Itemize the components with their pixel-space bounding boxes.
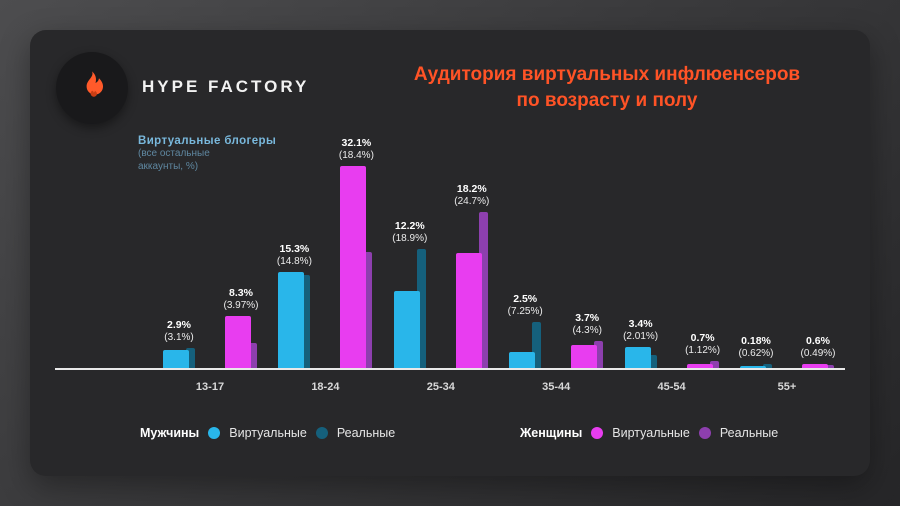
men-real-bar: [186, 348, 195, 368]
women-virtual-bar: [225, 315, 251, 368]
women-virtual-bar: [802, 364, 828, 368]
women-value-label: 0.7% (1.12%): [685, 331, 721, 356]
brand-logo: [56, 52, 128, 124]
bar-group-18-24: 15.3% (14.8%) 32.1% (18.4%) 18-24: [265, 137, 385, 393]
women-virtual-bar: [686, 363, 713, 368]
women-value-label: 8.3% (3.97%): [223, 286, 259, 311]
bar-group-13-17: 2.9% (3.1%) 8.3% (3.97%) 13-17: [150, 287, 270, 393]
women-real-dot-icon: [698, 427, 711, 439]
category-label: 18-24: [311, 381, 340, 393]
women-real-bar: [825, 364, 834, 368]
annotation-heading: Виртуальные блогеры: [138, 135, 277, 147]
men-real-bar: [301, 274, 311, 368]
men-pair: 2.9% (3.1%): [163, 319, 195, 368]
women-real-bar: [594, 340, 604, 368]
chart-panel: HYPE FACTORY Аудитория виртуальных инфлю…: [30, 30, 870, 476]
men-value-label: 0.18% (0.62%): [738, 335, 774, 360]
page-title: Аудитория виртуальных инфлюенсеров по во…: [372, 62, 842, 113]
legend-women-virtual-label: Виртуальные: [612, 426, 690, 440]
women-real-bar: [709, 360, 719, 368]
men-pair: 0.18% (0.62%): [738, 335, 774, 368]
category-label: 35-44: [542, 381, 571, 393]
legend-men-title: Мужчины: [140, 426, 200, 440]
women-pair: 3.7% (4.3%): [571, 312, 604, 368]
women-value-label: 3.7% (4.3%): [572, 311, 602, 336]
women-virtual-bar: [455, 253, 482, 368]
men-real-bar: [416, 248, 426, 368]
men-virtual-dot-icon: [208, 427, 221, 439]
men-virtual-bar: [509, 352, 536, 368]
women-virtual-dot-icon: [591, 427, 604, 439]
men-value-label: 15.3% (14.8%): [276, 242, 312, 267]
page-title-line1: Аудитория виртуальных инфлюенсеров: [413, 64, 801, 85]
bar-group-25-34: 12.2% (18.9%) 18.2% (24.7%) 25-34: [381, 183, 501, 393]
women-pair: 8.3% (3.97%): [223, 287, 259, 368]
women-real-bar: [248, 343, 257, 368]
brand-name: HYPE FACTORY: [142, 77, 310, 96]
legend-women-title: Женщины: [520, 426, 583, 440]
category-label: 45-54: [657, 381, 686, 393]
legend: Мужчины Виртуальные Реальные Женщины Вир…: [30, 426, 870, 444]
legend-men: Мужчины Виртуальные Реальные: [140, 426, 395, 440]
men-pair: 15.3% (14.8%): [277, 243, 312, 368]
men-virtual-bar: [740, 366, 766, 368]
men-pair: 12.2% (18.9%): [392, 220, 427, 368]
category-label: 55+: [777, 381, 797, 393]
men-value-label: 3.4% (2.01%): [623, 317, 659, 342]
legend-women-real-label: Реальные: [719, 426, 779, 440]
women-pair: 0.6% (0.49%): [800, 335, 836, 368]
men-real-bar: [763, 364, 772, 368]
men-real-bar: [647, 355, 657, 368]
bar-group-35-44: 2.5% (7.25%) 3.7% (4.3%) 35-44: [496, 293, 616, 393]
women-pair: 18.2% (24.7%): [454, 183, 489, 368]
page-title-line2: по возрасту и полу: [516, 89, 698, 111]
men-real-dot-icon: [315, 427, 328, 439]
chart-annotation: Виртуальные блогеры (все остальные аккау…: [138, 134, 276, 173]
bar-group-45-54: 3.4% (2.01%) 0.7% (1.12%) 45-54: [612, 318, 732, 393]
legend-men-real-label: Реальные: [336, 426, 396, 440]
men-value-label: 12.2% (18.9%): [392, 219, 428, 244]
annotation-sub1: (все остальные: [138, 148, 210, 160]
category-label: 13-17: [195, 381, 225, 393]
annotation-sub2: аккаунты, %): [138, 160, 199, 172]
men-virtual-bar: [278, 271, 305, 368]
women-virtual-bar: [571, 344, 598, 368]
flame-icon: [74, 68, 110, 109]
women-real-bar: [478, 212, 488, 368]
legend-women: Женщины Виртуальные Реальные: [520, 426, 778, 440]
men-pair: 2.5% (7.25%): [508, 293, 543, 368]
women-real-bar: [363, 252, 373, 368]
men-value-label: 2.9% (3.1%): [164, 319, 194, 344]
women-virtual-bar: [340, 165, 367, 368]
men-real-bar: [532, 322, 542, 368]
legend-men-virtual-label: Виртуальные: [229, 426, 307, 440]
bar-group-55+: 0.18% (0.62%) 0.6% (0.49%) 55+: [727, 335, 847, 393]
women-value-label: 0.6% (0.49%): [800, 335, 836, 360]
women-value-label: 18.2% (24.7%): [454, 183, 490, 208]
women-value-label: 32.1% (18.4%): [338, 136, 374, 161]
men-virtual-bar: [393, 291, 420, 368]
women-pair: 32.1% (18.4%): [339, 137, 374, 368]
category-label: 25-34: [426, 381, 455, 393]
plot-area: 2.9% (3.1%) 8.3% (3.97%) 13-17 15.3% (14.8%) 32…: [55, 137, 845, 393]
men-pair: 3.4% (2.01%): [623, 318, 658, 368]
men-virtual-bar: [624, 346, 651, 368]
men-value-label: 2.5% (7.25%): [507, 293, 543, 318]
men-virtual-bar: [163, 349, 189, 368]
women-pair: 0.7% (1.12%): [685, 332, 720, 368]
